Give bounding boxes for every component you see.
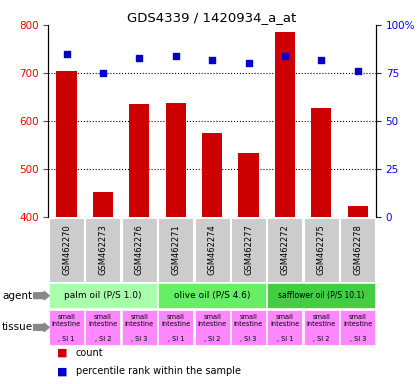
Point [354, 68, 361, 74]
Point [136, 55, 143, 61]
Text: small
intestine: small intestine [161, 314, 190, 327]
Point [209, 56, 215, 63]
Text: small
intestine: small intestine [125, 314, 154, 327]
Bar [304, 218, 339, 281]
Text: , SI 1: , SI 1 [277, 336, 293, 342]
Bar [268, 283, 375, 308]
Text: small
intestine: small intestine [234, 314, 263, 327]
Text: , SI 2: , SI 2 [204, 336, 220, 342]
Bar [231, 218, 266, 281]
Text: small
intestine: small intestine [52, 314, 81, 327]
Bar [202, 133, 222, 217]
Bar [49, 218, 84, 281]
Text: , SI 2: , SI 2 [94, 336, 111, 342]
Text: , SI 3: , SI 3 [349, 336, 366, 342]
Text: small
intestine: small intestine [270, 314, 299, 327]
Bar [340, 310, 375, 345]
Bar [268, 310, 302, 345]
Text: ■: ■ [57, 348, 67, 358]
Bar [122, 310, 157, 345]
Point [281, 53, 288, 59]
Bar [304, 310, 339, 345]
Point [63, 51, 70, 57]
Text: palm oil (P/S 1.0): palm oil (P/S 1.0) [64, 291, 142, 300]
Bar [85, 218, 121, 281]
Text: count: count [76, 348, 103, 358]
Text: GSM462273: GSM462273 [98, 224, 108, 275]
Text: agent: agent [2, 291, 32, 301]
Text: , SI 1: , SI 1 [58, 336, 75, 342]
Bar [348, 207, 368, 217]
Bar [231, 310, 266, 345]
Text: tissue: tissue [2, 322, 33, 333]
Text: GSM462277: GSM462277 [244, 224, 253, 275]
Text: ■: ■ [57, 366, 67, 376]
Text: GSM462275: GSM462275 [317, 224, 326, 275]
Text: , SI 3: , SI 3 [131, 336, 147, 342]
Bar [194, 218, 230, 281]
Text: GSM462270: GSM462270 [62, 224, 71, 275]
Bar [340, 218, 375, 281]
Text: olive oil (P/S 4.6): olive oil (P/S 4.6) [174, 291, 250, 300]
Bar [239, 153, 259, 217]
Bar [57, 71, 76, 217]
Bar [122, 218, 157, 281]
Bar [49, 283, 157, 308]
Text: GSM462271: GSM462271 [171, 224, 180, 275]
Text: , SI 2: , SI 2 [313, 336, 330, 342]
Point [172, 53, 179, 59]
Text: GSM462276: GSM462276 [135, 224, 144, 275]
Text: small
intestine: small intestine [307, 314, 336, 327]
Bar [158, 283, 266, 308]
Bar [158, 218, 193, 281]
Point [100, 70, 106, 76]
Text: , SI 3: , SI 3 [240, 336, 257, 342]
Bar [49, 310, 84, 345]
Bar [85, 310, 121, 345]
Bar [194, 310, 230, 345]
Text: small
intestine: small intestine [88, 314, 118, 327]
Bar [129, 104, 150, 217]
Text: small
intestine: small intestine [343, 314, 372, 327]
Bar [311, 108, 331, 217]
Point [245, 60, 252, 66]
Text: , SI 1: , SI 1 [168, 336, 184, 342]
Bar [275, 32, 295, 217]
Bar [268, 218, 302, 281]
Text: small
intestine: small intestine [197, 314, 227, 327]
Bar [93, 192, 113, 217]
Text: GSM462278: GSM462278 [353, 224, 362, 275]
Text: safflower oil (P/S 10.1): safflower oil (P/S 10.1) [278, 291, 365, 300]
Bar [165, 103, 186, 217]
Text: percentile rank within the sample: percentile rank within the sample [76, 366, 241, 376]
Point [318, 56, 325, 63]
Text: GSM462274: GSM462274 [207, 224, 217, 275]
Title: GDS4339 / 1420934_a_at: GDS4339 / 1420934_a_at [128, 11, 297, 24]
Bar [158, 310, 193, 345]
Text: GSM462272: GSM462272 [281, 224, 289, 275]
